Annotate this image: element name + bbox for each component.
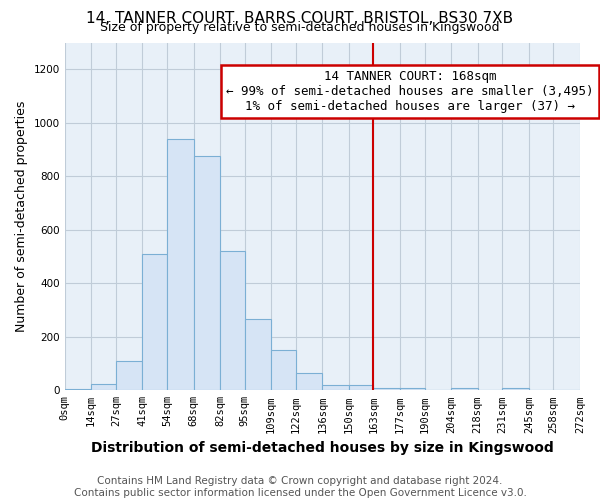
Bar — [271, 350, 296, 391]
Text: Size of property relative to semi-detached houses in Kingswood: Size of property relative to semi-detach… — [100, 22, 500, 35]
Bar — [142, 254, 167, 390]
Bar — [245, 320, 271, 390]
Text: 14 TANNER COURT: 168sqm
← 99% of semi-detached houses are smaller (3,495)
1% of : 14 TANNER COURT: 168sqm ← 99% of semi-de… — [226, 70, 593, 114]
Bar — [220, 251, 245, 390]
Text: 14, TANNER COURT, BARRS COURT, BRISTOL, BS30 7XB: 14, TANNER COURT, BARRS COURT, BRISTOL, … — [86, 11, 514, 26]
Bar — [322, 385, 349, 390]
Bar — [193, 156, 220, 390]
Y-axis label: Number of semi-detached properties: Number of semi-detached properties — [15, 100, 28, 332]
Bar — [65, 389, 91, 390]
Bar — [400, 388, 425, 390]
Text: Contains HM Land Registry data © Crown copyright and database right 2024.
Contai: Contains HM Land Registry data © Crown c… — [74, 476, 526, 498]
Bar — [167, 139, 194, 390]
Bar — [349, 385, 373, 390]
Bar — [91, 384, 116, 390]
Bar — [451, 388, 478, 390]
Bar — [502, 388, 529, 390]
Bar — [373, 388, 400, 390]
Bar — [296, 373, 322, 390]
Bar — [116, 361, 142, 390]
X-axis label: Distribution of semi-detached houses by size in Kingswood: Distribution of semi-detached houses by … — [91, 441, 554, 455]
